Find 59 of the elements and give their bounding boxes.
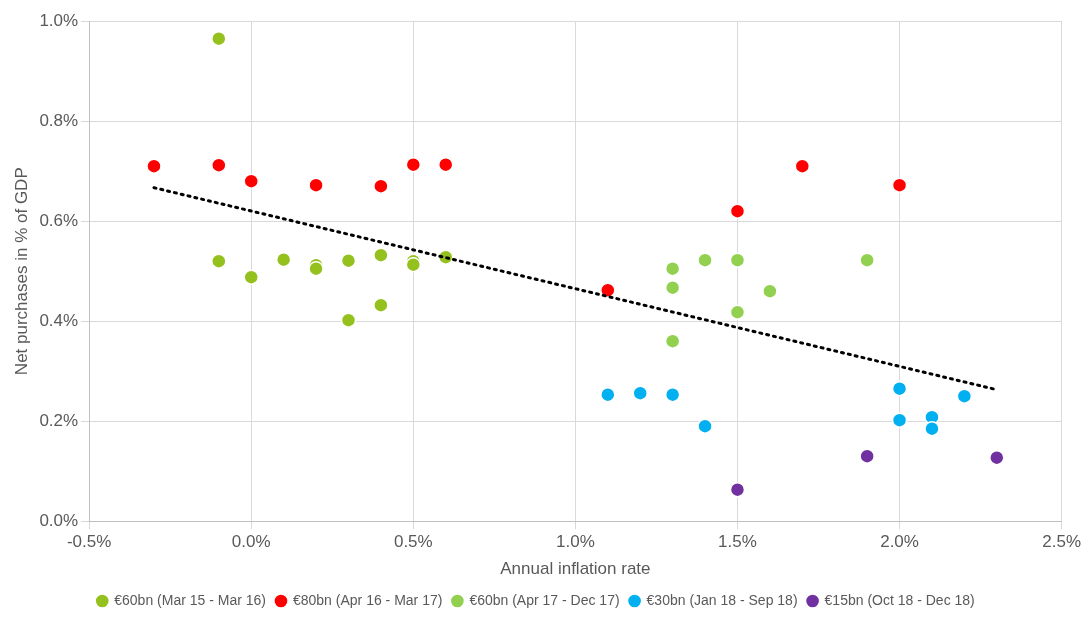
legend-label: €60bn (Apr 17 - Dec 17)	[469, 591, 620, 608]
point	[794, 158, 811, 174]
legend-label: €30bn (Jan 18 - Sep 18)	[646, 591, 798, 608]
point	[664, 386, 681, 403]
point	[924, 420, 940, 437]
y-tick-label: 1.0%	[39, 10, 79, 30]
point	[243, 269, 259, 285]
point	[729, 304, 746, 320]
point	[697, 252, 713, 268]
y-tick-label: 0.0%	[39, 510, 79, 530]
x-tick-label: 2.0%	[880, 532, 919, 552]
point	[664, 260, 681, 277]
point	[891, 177, 908, 193]
y-tick-label: 0.8%	[39, 110, 79, 130]
x-tick-label: 0.0%	[231, 532, 271, 552]
point	[891, 412, 908, 428]
point	[405, 256, 422, 273]
y-tick-label: 0.2%	[39, 410, 79, 430]
x-tick-label: -0.5%	[66, 532, 112, 552]
y-tick-label: 0.6%	[39, 210, 79, 230]
point	[859, 252, 875, 268]
point	[891, 380, 908, 397]
legend-label: €60bn (Mar 15 - Mar 16)	[114, 591, 266, 608]
x-tick-label: 1.5%	[718, 532, 757, 552]
point	[243, 173, 259, 189]
point	[373, 247, 389, 263]
point	[729, 203, 746, 219]
point	[664, 279, 681, 296]
legend-label: €80bn (Apr 16 - Mar 17)	[292, 591, 443, 608]
y-tick-label: 0.4%	[39, 310, 79, 330]
point	[340, 312, 357, 328]
point	[632, 385, 648, 401]
point	[956, 388, 973, 404]
x-tick-label: 0.5%	[393, 532, 433, 552]
x-axis-title: Annual inflation rate	[500, 559, 651, 579]
point	[729, 481, 746, 498]
point	[664, 333, 681, 349]
point	[405, 156, 422, 173]
point	[373, 297, 389, 313]
point	[211, 30, 227, 47]
point	[600, 386, 616, 403]
point	[729, 252, 746, 268]
point	[697, 418, 713, 434]
point	[275, 251, 292, 268]
point	[211, 253, 227, 269]
x-tick-label: 2.5%	[1042, 532, 1081, 552]
point	[308, 177, 324, 193]
point	[373, 178, 389, 194]
point	[762, 283, 778, 299]
legend-label: €15bn (Oct 18 - Dec 18)	[824, 591, 975, 608]
y-axis-title: Net purchases in % of GDP	[11, 167, 31, 376]
x-tick-label: 1.0%	[556, 532, 595, 552]
point	[211, 157, 227, 173]
point	[989, 449, 1005, 466]
point	[859, 448, 875, 464]
point	[437, 156, 454, 173]
point	[308, 260, 324, 277]
point	[340, 252, 357, 269]
point	[146, 158, 162, 174]
